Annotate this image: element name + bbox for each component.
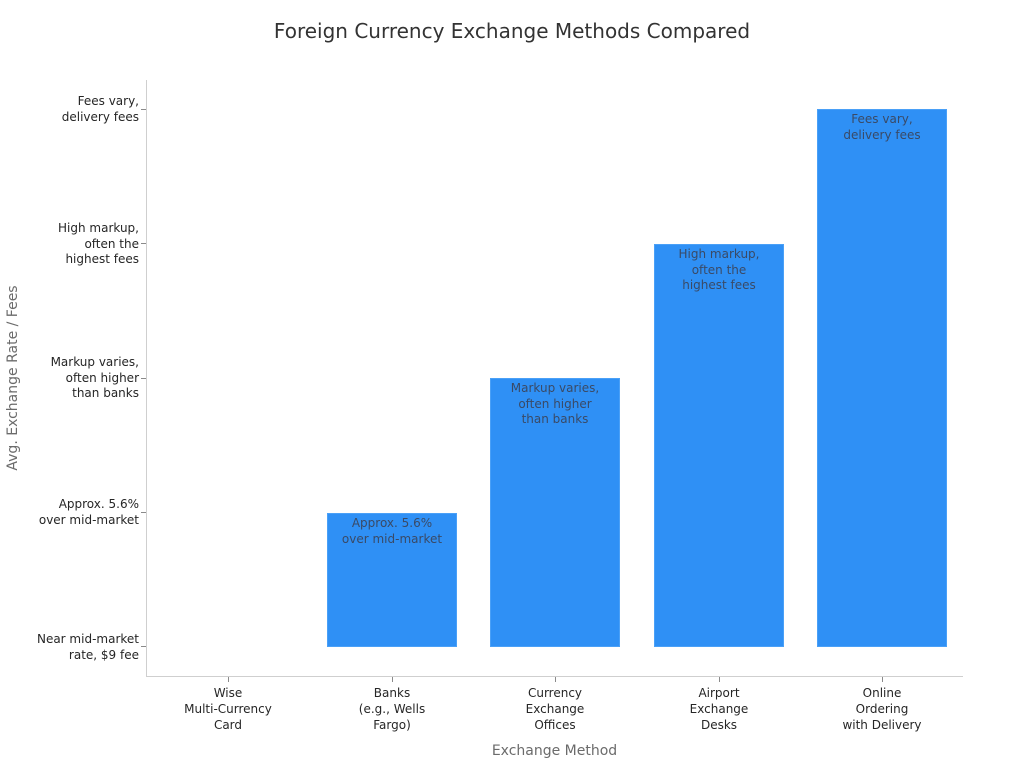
x-axis-line xyxy=(146,676,963,677)
y-tick-label: Fees vary, delivery fees xyxy=(61,94,139,124)
x-tick-label: Wise Multi-Currency Card xyxy=(184,686,272,732)
x-tick xyxy=(719,677,720,682)
bar-label: Markup varies, often higher than banks xyxy=(510,381,600,426)
x-tick xyxy=(228,677,229,682)
y-tick xyxy=(141,243,146,244)
x-axis-title: Exchange Method xyxy=(491,743,618,759)
bar-airport-exchange-desks[interactable]: High markup, often the highest fees xyxy=(654,244,784,647)
x-tick-label: Airport Exchange Desks xyxy=(689,686,749,732)
bar-label: Fees vary, delivery fees xyxy=(843,112,921,142)
bar-label: Approx. 5.6% over mid-market xyxy=(341,516,443,546)
x-tick xyxy=(392,677,393,682)
bar-banks[interactable]: Approx. 5.6% over mid-market xyxy=(327,513,457,647)
y-tick-label: Approx. 5.6% over mid-market xyxy=(38,497,139,527)
y-tick-label: Markup varies, often higher than banks xyxy=(50,355,139,400)
y-tick xyxy=(141,512,146,513)
x-tick-label: Banks (e.g., Wells Fargo) xyxy=(358,686,426,732)
chart-title: Foreign Currency Exchange Methods Compar… xyxy=(273,19,751,43)
bar-label: High markup, often the highest fees xyxy=(678,247,760,292)
y-axis-line xyxy=(146,80,147,677)
x-tick-label: Currency Exchange Offices xyxy=(525,686,585,732)
y-tick-label: High markup, often the highest fees xyxy=(58,221,139,266)
y-tick xyxy=(141,109,146,110)
x-tick xyxy=(555,677,556,682)
x-tick xyxy=(882,677,883,682)
y-tick-label: Near mid-market rate, $9 fee xyxy=(36,632,139,662)
y-tick xyxy=(141,646,146,647)
bar-online-ordering[interactable]: Fees vary, delivery fees xyxy=(817,109,947,647)
y-axis-title: Avg. Exchange Rate / Fees xyxy=(5,285,21,471)
x-tick-label: Online Ordering with Delivery xyxy=(842,686,922,732)
y-tick xyxy=(141,378,146,379)
bar-currency-exchange-offices[interactable]: Markup varies, often higher than banks xyxy=(490,378,620,647)
